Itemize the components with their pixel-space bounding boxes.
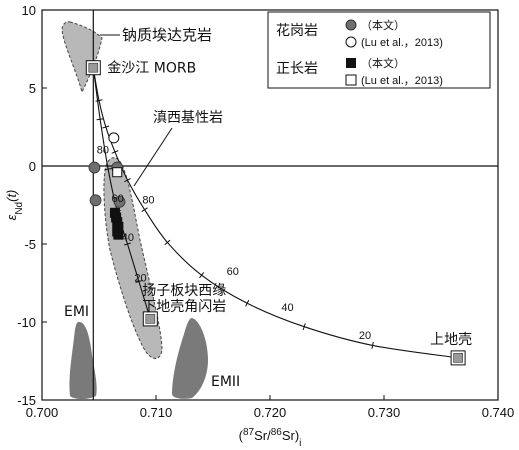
data-point-granite-this-study	[89, 194, 102, 207]
legend-item-label: (Lu et al.，2013)	[361, 75, 443, 87]
mixing-percent-label: 60	[112, 193, 124, 205]
y-tick-label: 5	[29, 81, 36, 96]
x-axis-label-part: Sr)	[282, 428, 299, 443]
mixing-percent-label: 40	[281, 302, 293, 314]
x-axis-label-part: 86	[271, 427, 283, 438]
y-tick-label: 10	[22, 3, 36, 18]
mixing-curve-tick	[199, 272, 205, 279]
labels-layer: 钠质埃达克岩 EMI EMII 80 60 40 20 80 60 40 20 金沙江 MORB 扬子板…	[64, 26, 472, 390]
mixing-curve-1	[92, 67, 459, 359]
endmember-label-2: 下地壳角闪岩	[142, 298, 226, 315]
endmember-label-3: 上地壳	[430, 331, 472, 348]
field-1	[61, 21, 103, 94]
x-axis-label-part: Sr/	[254, 428, 271, 443]
x-tick-label: 0.700	[26, 405, 59, 420]
annotation-leader-line	[133, 127, 173, 187]
mixing-curve-tick	[104, 167, 112, 171]
x-tick-label: 0.740	[482, 405, 515, 420]
mixing-percent-label: 80	[97, 145, 109, 157]
endmember-label-1: 金沙江 MORB	[107, 61, 196, 77]
y-axis-label-part: (t)	[4, 190, 19, 202]
endmember-label-2: 扬子板块西缘	[142, 283, 226, 299]
legend-group-title: 花岗岩	[276, 23, 318, 39]
annotation-dianxi-mafic: 滇西基性岩	[153, 109, 223, 126]
legend-item-label: (Lu et al.，2013)	[361, 37, 443, 49]
axes-layer: 0.700 0.710 0.720 0.730 0.740 10 5 0 -5 -10 -15 (87…	[4, 3, 514, 449]
x-tick-label: 0.730	[368, 405, 401, 420]
mixing-percent-label: 60	[227, 266, 239, 278]
y-tick-label: -10	[17, 315, 36, 330]
y-tick-label: 0	[29, 159, 36, 174]
mixing-percent-label: 20	[359, 330, 371, 342]
mixing-percent-label: 80	[142, 194, 154, 206]
data-point-syenite-this-study	[113, 229, 124, 240]
mixing-percent-label: 20	[134, 272, 146, 284]
legend-item-label: （本文）	[361, 18, 405, 32]
data-points-layer	[88, 132, 126, 240]
mixing-curve-tick	[164, 239, 171, 246]
field-4	[172, 318, 208, 399]
data-point-granite-this-study	[113, 195, 126, 208]
endmember-marker-inner	[453, 353, 463, 363]
legend: 花岗岩 （本文） (Lu et al.，2013) 正长岩 （本文） (Lu et al.…	[267, 11, 491, 89]
endmember-marker-inner	[145, 314, 156, 324]
mixing-curve-tick	[111, 150, 119, 154]
x-axis-label-part: 87	[243, 427, 255, 438]
mixing-curve-tick	[124, 177, 131, 183]
legend-marker-open-square	[345, 74, 357, 86]
legend-group-title: 正长岩	[276, 61, 318, 77]
legend-marker-filled-square	[346, 58, 356, 68]
mixing-percent-label: 40	[122, 232, 134, 244]
mixing-curve-tick	[124, 242, 131, 246]
endmembers-layer	[85, 60, 466, 366]
mixing-curve-tick	[96, 118, 104, 121]
field-2	[103, 157, 163, 359]
x-tick-label: 0.710	[140, 405, 173, 420]
legend-box	[267, 11, 491, 89]
data-point-syenite-lu2013	[112, 167, 123, 178]
field-label-sodic-adakite: 钠质埃达克岩	[122, 26, 212, 44]
y-tick-label: -5	[24, 237, 36, 252]
x-axis-label: (87Sr/86Sr)i	[239, 427, 302, 449]
mixing-curve-tick	[371, 341, 374, 349]
mixing-curve-tick	[135, 279, 143, 283]
x-axis-label-part: (	[239, 428, 244, 443]
endmember-marker-inner	[88, 62, 99, 73]
legend-item-label: （本文）	[361, 56, 405, 70]
x-tick-label: 0.720	[254, 405, 287, 420]
legend-marker-open-circle	[345, 36, 357, 48]
mixing-curve-tick	[302, 323, 306, 331]
field-label-emi: EMI	[64, 304, 89, 320]
legend-marker-filled-circle	[345, 19, 357, 31]
mixing-curve-tick	[95, 99, 103, 102]
field-label-emii: EMII	[211, 374, 240, 390]
y-axis-label-part: Nd	[14, 202, 25, 215]
mixing-curve-tick	[141, 207, 148, 212]
data-point-granite-this-study	[88, 161, 101, 174]
y-axis-label: εNd(t)	[4, 190, 25, 221]
x-axis-label-part: i	[299, 438, 301, 449]
mixing-curve-tick	[102, 125, 110, 129]
field-3	[69, 321, 97, 399]
mixing-curve-tick	[245, 299, 250, 307]
fields-layer	[61, 21, 208, 399]
y-tick-label: -15	[17, 393, 36, 408]
data-point-granite-lu2013	[108, 132, 120, 144]
y-axis-label-part: ε	[4, 214, 19, 220]
